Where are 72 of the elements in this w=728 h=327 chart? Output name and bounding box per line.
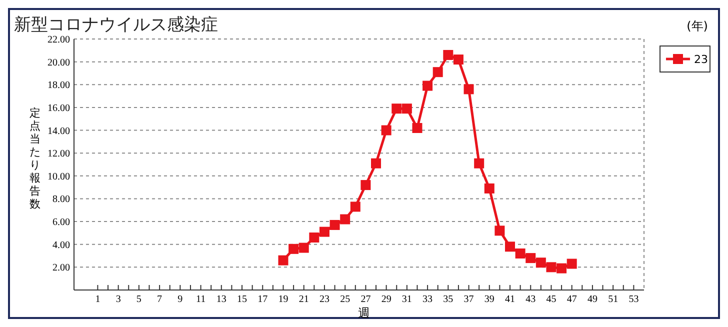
y-tick-label: 6.00 <box>52 217 70 228</box>
x-tick-label: 49 <box>587 294 598 305</box>
x-axis-title: 週 <box>358 306 370 320</box>
x-tick-label: 15 <box>237 294 248 305</box>
x-tick-label: 35 <box>443 294 454 305</box>
x-tick-label: 23 <box>319 294 330 305</box>
point <box>330 220 340 230</box>
point <box>505 242 516 252</box>
x-tick-label: 51 <box>608 294 618 305</box>
point <box>474 158 484 168</box>
x-tick-label: 3 <box>116 294 121 305</box>
x-tick-label: 21 <box>298 294 309 305</box>
point <box>515 248 526 258</box>
point <box>494 226 505 236</box>
x-tick-label: 1 <box>95 294 100 305</box>
chart-title: 新型コロナウイルス感染症 <box>14 15 218 35</box>
y-axis-title: 定点当たり報告数 <box>30 106 40 210</box>
point <box>432 67 443 78</box>
point <box>566 258 577 269</box>
x-tick-label: 13 <box>216 294 226 305</box>
point <box>546 262 556 272</box>
y-tick-label: 4.00 <box>52 240 70 251</box>
x-tick-label: 25 <box>340 294 350 305</box>
point <box>340 214 350 224</box>
legend-label: 23 <box>694 52 708 66</box>
point <box>298 242 309 253</box>
x-tick-label: 53 <box>628 294 639 305</box>
x-tick-label: 17 <box>258 294 268 305</box>
x-tick-label: 9 <box>178 294 183 305</box>
x-tick-label: 33 <box>422 294 433 305</box>
point <box>556 263 567 274</box>
x-tick-label: 5 <box>136 294 142 305</box>
y-tick-label: 14.00 <box>48 126 70 137</box>
y-tick-label: 20.00 <box>48 57 70 68</box>
x-tick-label: 43 <box>526 294 536 305</box>
x-tick-label: 41 <box>505 294 516 305</box>
point <box>443 50 454 60</box>
point <box>392 104 402 114</box>
x-tick-label: 37 <box>464 294 474 305</box>
x-tick-label: 31 <box>402 294 412 305</box>
x-tick-label: 45 <box>546 294 556 305</box>
y-tick-label: 2.00 <box>52 262 70 274</box>
x-tick-label: 47 <box>566 294 577 305</box>
point <box>371 158 382 168</box>
x-tick-label: 19 <box>278 294 288 305</box>
point <box>381 125 392 136</box>
y-tick-label: 8.00 <box>52 194 70 206</box>
point <box>360 180 371 190</box>
point <box>402 104 412 114</box>
point <box>319 226 330 237</box>
point <box>278 255 288 266</box>
point <box>464 84 474 94</box>
point <box>412 122 422 133</box>
y-tick-label: 16.00 <box>48 102 70 114</box>
legend-title: (年) <box>686 19 708 33</box>
x-tick-label: 27 <box>360 294 371 305</box>
point <box>453 54 464 65</box>
point <box>526 253 536 264</box>
y-tick-label: 12.00 <box>48 148 70 160</box>
y-tick-label: 22.00 <box>48 34 70 46</box>
x-tick-label: 39 <box>484 294 494 305</box>
point <box>350 202 360 212</box>
x-tick-label: 11 <box>196 294 206 305</box>
y-tick-label: 10.00 <box>48 171 70 182</box>
y-tick-label: 18.00 <box>48 80 70 92</box>
point <box>422 80 433 91</box>
point <box>309 232 320 243</box>
x-tick-label: 7 <box>157 294 162 305</box>
x-tick-label: 29 <box>381 294 392 305</box>
point <box>536 258 546 268</box>
point <box>484 183 494 194</box>
point <box>288 244 299 254</box>
